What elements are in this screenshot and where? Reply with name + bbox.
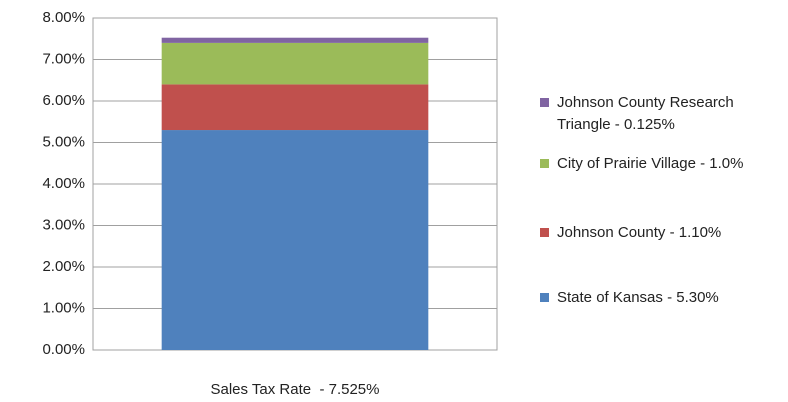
y-tick-label: 4.00%	[42, 175, 85, 192]
y-tick-label: 0.00%	[42, 341, 85, 358]
legend-label: Johnson County Research Triangle - 0.125…	[557, 94, 734, 133]
legend-label: Johnson County - 1.10%	[557, 224, 722, 241]
y-tick-label: 7.00%	[42, 50, 85, 67]
y-tick-label: 3.00%	[42, 216, 85, 233]
bar-segment	[161, 84, 429, 131]
bar-segment	[161, 42, 429, 85]
y-tick-label: 2.00%	[42, 258, 85, 275]
y-tick-label: 1.00%	[42, 299, 85, 316]
legend-swatch	[540, 293, 549, 302]
legend-swatch	[540, 228, 549, 237]
legend-label: City of Prairie Village - 1.0%	[557, 155, 744, 172]
bar-segment	[161, 37, 429, 43]
y-tick-label: 8.00%	[42, 9, 85, 26]
legend-label: State of Kansas - 5.30%	[557, 289, 719, 306]
legend-swatch	[540, 159, 549, 168]
legend-swatch	[540, 98, 549, 107]
y-tick-label: 6.00%	[42, 92, 85, 109]
bar-segment	[161, 130, 429, 350]
x-tick-label: Sales Tax Rate - 7.525%	[211, 381, 380, 398]
y-tick-label: 5.00%	[42, 133, 85, 150]
